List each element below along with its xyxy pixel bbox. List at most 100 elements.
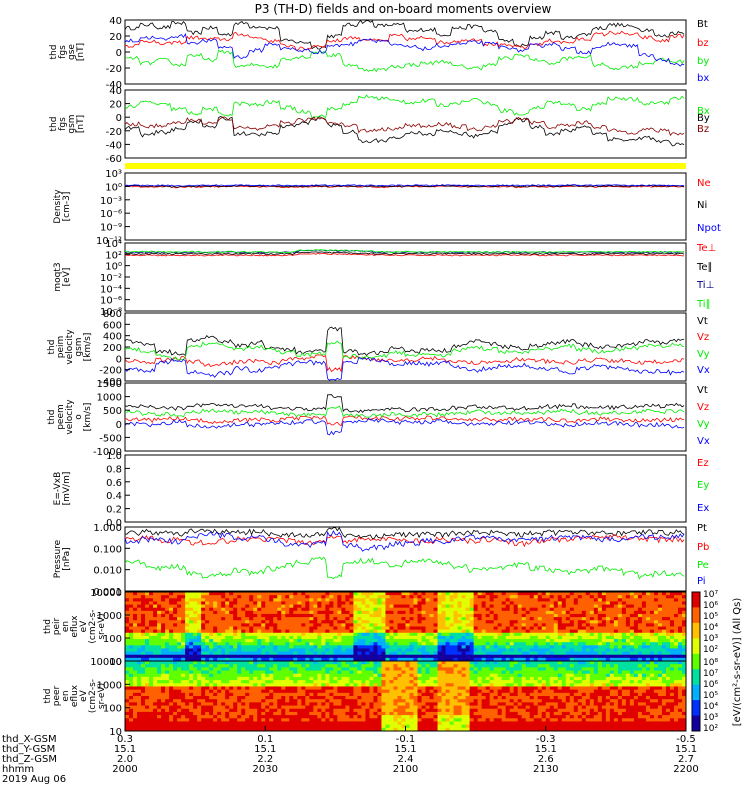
spectrogram-cell [161,648,166,652]
spectrogram-cell [225,598,230,602]
spectrogram-cell [505,639,511,643]
spectrogram-cell [361,635,366,640]
spectrogram-cell [261,715,266,719]
spectrogram-cell [125,702,130,706]
spectrogram-cell [137,680,142,684]
spectrogram-cell [361,645,366,649]
spectrogram-cell [337,604,342,609]
spectrogram-cell [341,692,346,697]
spectrogram-cell [181,607,186,612]
spectrogram-cell [221,664,226,668]
spectrogram-cell [165,667,170,671]
spectrogram-cell [309,601,314,605]
spectrogram-cell [277,623,282,627]
spectrogram-cell [461,613,467,618]
spectrogram-cell [389,604,394,609]
spectrogram-cell [293,604,298,609]
spectrogram-cell [177,642,182,646]
spectrogram-cell [201,620,206,624]
y-tick-label: 10² [105,250,122,261]
spectrogram-cell [365,696,370,700]
spectrogram-cell [221,635,226,640]
spectrogram-cell [189,680,194,684]
spectrogram-cell [473,639,479,643]
spectrogram-cell [205,683,210,687]
spectrogram-cell [385,654,390,659]
spectrogram-cell [149,702,154,706]
spectrogram-cell [277,686,282,691]
spectrogram-cell [545,620,551,624]
spectrogram-cell [169,718,174,722]
spectrogram-cell [297,664,302,668]
spectrogram-cell [265,673,270,678]
spectrogram-cell [165,692,170,697]
spectrogram-cell [301,629,306,634]
spectrogram-cell [213,592,218,596]
spectrogram-cell [129,635,134,640]
spectrogram-cell [237,635,242,640]
spectrogram-cell [217,654,222,659]
spectrogram-cell [141,692,146,697]
series-line-Vy [124,340,685,361]
spectrogram-cell [309,680,314,684]
spectrogram-cell [165,639,170,643]
spectrogram-cell [417,661,422,665]
spectrogram-cell [177,598,182,602]
spectrogram-cell [281,702,286,706]
spectrogram-cell [205,702,210,706]
spectrogram-cell [637,657,643,662]
spectrogram-cell [177,670,182,675]
spectrogram-cell [341,661,346,665]
spectrogram-cell [629,592,635,596]
spectrogram-cell [325,648,330,652]
legend-By: By [697,113,710,124]
spectrogram-cell [181,689,186,694]
spectrogram-cell [177,645,182,649]
spectrogram-cell [345,645,350,649]
spectrogram-cell [321,613,326,618]
y-tick-label: -40 [106,80,122,91]
legend-Ti⊥: Ti⊥ [696,280,714,291]
spectrogram-cell [177,718,182,722]
spectrogram-cell [365,607,370,612]
spectrogram-cell [205,724,210,729]
spectrogram-cell [581,626,587,631]
spectrogram-cell [437,604,442,609]
spectrogram-cell [425,629,430,634]
spectrogram-cell [289,613,294,618]
spectrogram-cell [137,595,142,599]
spectrogram-cell [569,610,575,615]
spectrogram-cell [137,604,142,609]
spectrogram-cell [377,645,382,649]
spectrogram-cell [401,705,406,710]
spectrogram-cell [309,696,314,700]
spectrogram-cell [229,632,234,637]
spectrogram-cell [237,696,242,700]
spectrogram-cell [125,601,130,605]
spectrogram-cell [637,595,643,599]
spectrogram-cell [157,613,162,618]
spectrogram-cell [357,629,362,634]
spectrogram-cell [361,670,366,675]
spectrogram-cell [585,613,591,618]
spectrogram-cell [373,654,378,659]
spectrogram-cell [221,617,226,621]
spectrogram-cell [157,592,162,596]
spectrogram-cell [245,689,250,694]
spectrogram-cell [253,664,258,668]
spectrogram-cell [153,721,158,726]
spectrogram-cell [645,604,651,609]
spectrogram-cell [645,610,651,615]
spectrogram-cell [297,657,302,662]
spectrogram-cell [413,686,418,691]
spectrogram-cell [217,683,222,687]
spectrogram-cell [241,632,246,637]
spectrogram-cell [373,708,378,713]
spectrogram-cell [305,617,310,621]
spectrogram-cell [365,651,370,656]
spectrogram-cell [273,645,278,649]
spectrogram-cell [133,683,138,687]
spectrogram-cell [369,613,374,618]
spectrogram-cell [425,667,430,671]
spectrogram-cell [393,639,398,643]
